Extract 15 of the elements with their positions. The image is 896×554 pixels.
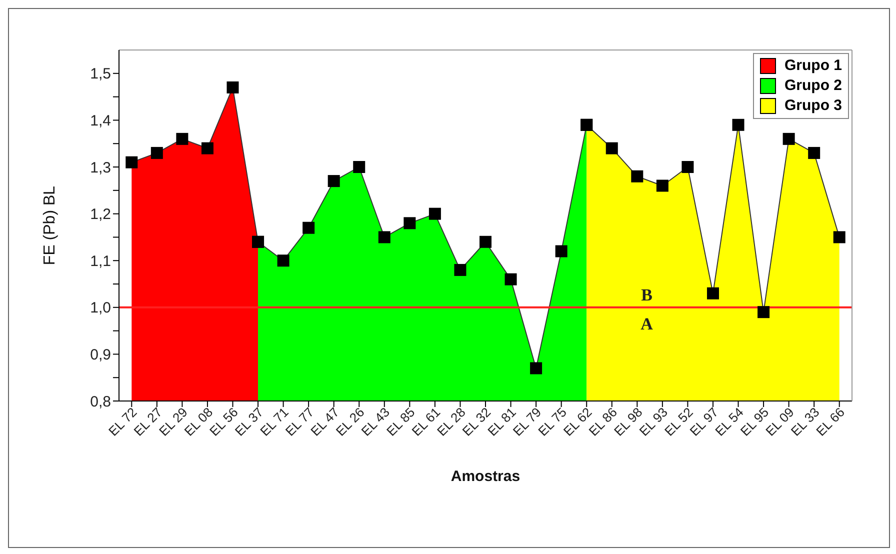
y-tick-label: 0,8 <box>90 393 111 410</box>
y-tick-label: 1,5 <box>90 66 111 83</box>
y-tick-label: 1,4 <box>90 112 111 130</box>
legend-label: Grupo 3 <box>784 96 842 116</box>
y-tick-label: 1,0 <box>90 300 111 317</box>
y-tick-label: 0,9 <box>90 346 111 364</box>
y-tick-label: 1,1 <box>90 252 111 270</box>
y-tick-label: 1,2 <box>90 206 111 224</box>
y-tick-label: 1,3 <box>90 159 111 176</box>
annotation: A <box>640 314 654 334</box>
y-axis-title: FE (Pb) BL <box>42 186 59 266</box>
x-axis-title: Amostras <box>450 468 520 485</box>
legend-label: Grupo 1 <box>784 56 842 76</box>
annotation: B <box>641 285 652 304</box>
legend-label: Grupo 2 <box>784 76 842 96</box>
